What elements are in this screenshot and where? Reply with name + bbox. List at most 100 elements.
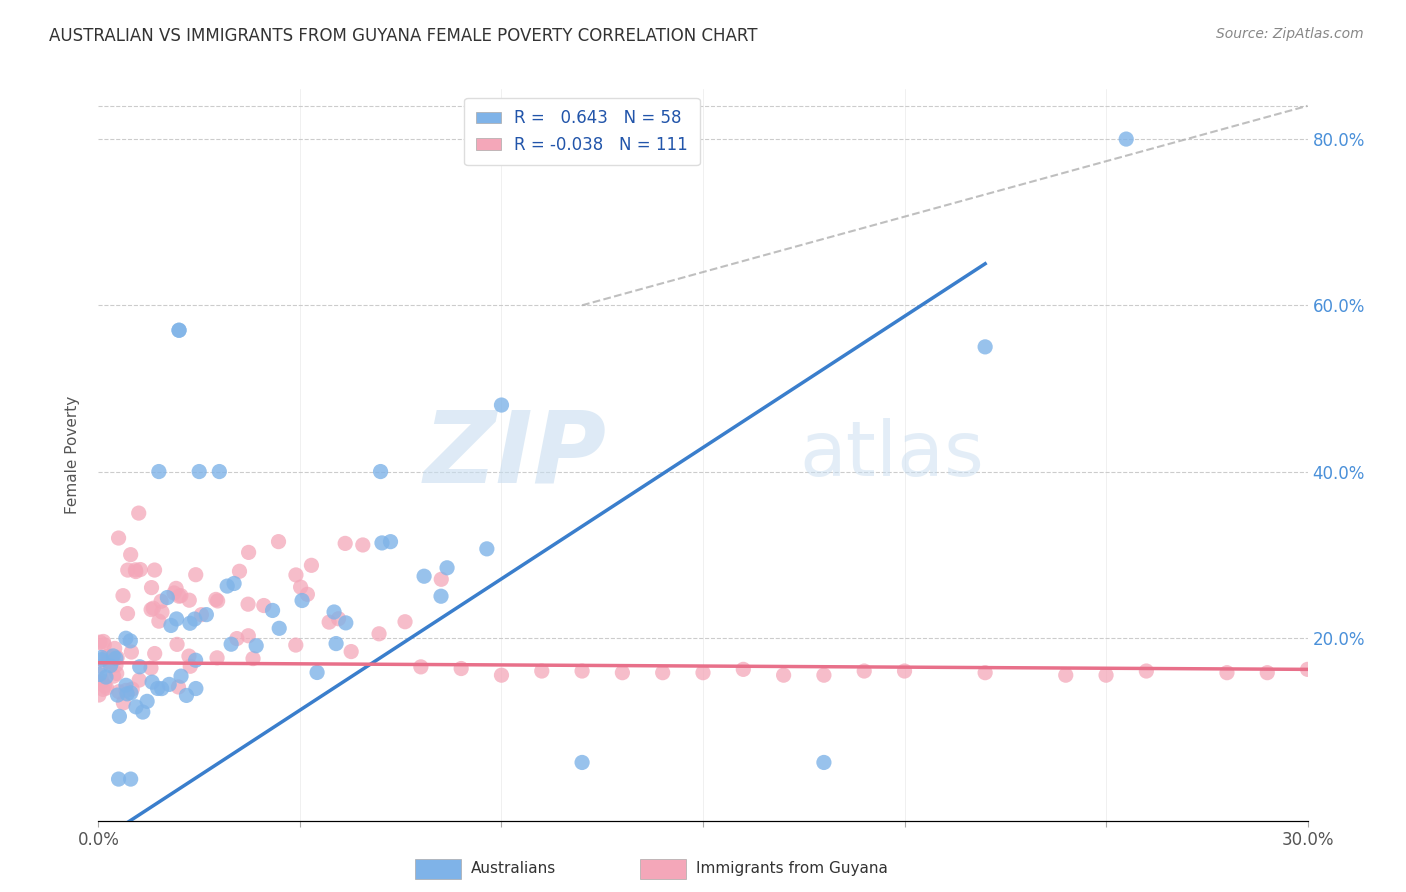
Point xyxy=(284,568,307,582)
Point xyxy=(409,660,432,674)
Point xyxy=(1256,665,1278,680)
Point xyxy=(253,599,276,613)
Point xyxy=(1216,665,1239,680)
Point xyxy=(104,641,127,656)
Point xyxy=(184,567,207,582)
Point xyxy=(115,678,138,692)
Point xyxy=(1135,664,1157,678)
Point xyxy=(262,603,284,617)
Point xyxy=(125,565,148,579)
Point xyxy=(167,323,190,337)
Point xyxy=(475,541,498,556)
Point xyxy=(491,668,513,682)
Point xyxy=(813,756,835,770)
Point xyxy=(297,587,319,601)
Point xyxy=(91,682,114,697)
Point xyxy=(150,605,173,619)
Point xyxy=(150,594,173,608)
Point xyxy=(124,563,146,577)
Point xyxy=(208,465,231,479)
Point xyxy=(188,465,211,479)
Point xyxy=(120,686,142,700)
Point xyxy=(129,563,152,577)
Text: Immigrants from Guyana: Immigrants from Guyana xyxy=(696,862,887,876)
Point xyxy=(141,675,163,690)
Point xyxy=(179,593,201,607)
Point xyxy=(222,576,245,591)
Point xyxy=(340,644,363,658)
Point xyxy=(299,558,322,573)
Point xyxy=(170,669,193,683)
Point xyxy=(115,687,138,701)
Point xyxy=(115,632,138,646)
Point xyxy=(167,323,190,337)
Point xyxy=(90,659,112,673)
Point xyxy=(413,569,436,583)
Point xyxy=(100,658,122,673)
Point xyxy=(853,664,876,678)
Point xyxy=(772,668,794,682)
Point xyxy=(108,709,131,723)
Point xyxy=(104,658,127,673)
Point xyxy=(352,538,374,552)
Point xyxy=(179,616,201,631)
Point xyxy=(105,650,128,665)
Point xyxy=(156,591,179,605)
Point xyxy=(893,664,915,678)
Point xyxy=(267,534,290,549)
Point xyxy=(117,607,139,621)
Text: ZIP: ZIP xyxy=(423,407,606,503)
Point xyxy=(1115,132,1137,146)
Point xyxy=(1296,662,1319,676)
Point xyxy=(323,605,346,619)
Point xyxy=(120,633,142,648)
Point xyxy=(195,607,218,622)
Point xyxy=(571,664,593,678)
Point xyxy=(205,650,228,665)
Point xyxy=(128,659,150,673)
Point xyxy=(160,618,183,632)
Point xyxy=(125,699,148,714)
Point xyxy=(157,677,180,691)
Point xyxy=(571,756,593,770)
Point xyxy=(132,705,155,719)
Point xyxy=(143,647,166,661)
Point xyxy=(115,683,138,698)
Point xyxy=(1054,668,1077,682)
Point xyxy=(368,627,391,641)
Point xyxy=(166,612,188,626)
Text: atlas: atlas xyxy=(800,418,984,491)
Point xyxy=(117,563,139,577)
Point xyxy=(96,681,118,695)
Point xyxy=(148,465,170,479)
Point xyxy=(107,772,129,786)
Point xyxy=(612,665,634,680)
Point xyxy=(89,667,111,681)
Point xyxy=(166,637,188,651)
Point xyxy=(165,582,187,596)
Point xyxy=(335,536,357,550)
Point xyxy=(87,675,110,690)
Point xyxy=(491,398,513,412)
Point xyxy=(139,661,162,675)
Point xyxy=(120,772,142,786)
Point xyxy=(148,614,170,628)
Point xyxy=(143,563,166,577)
Point xyxy=(530,664,553,678)
Text: Australians: Australians xyxy=(471,862,557,876)
Point xyxy=(101,648,124,663)
Y-axis label: Female Poverty: Female Poverty xyxy=(65,396,80,514)
Point xyxy=(100,651,122,665)
Point xyxy=(813,668,835,682)
Point xyxy=(325,637,347,651)
Point xyxy=(436,561,458,575)
Point xyxy=(284,638,307,652)
Point xyxy=(974,340,997,354)
Point xyxy=(238,545,260,559)
Point xyxy=(170,589,193,603)
Point xyxy=(90,673,112,688)
Point xyxy=(111,589,134,603)
Point xyxy=(105,666,128,681)
Point xyxy=(120,645,142,659)
Point xyxy=(692,665,714,680)
